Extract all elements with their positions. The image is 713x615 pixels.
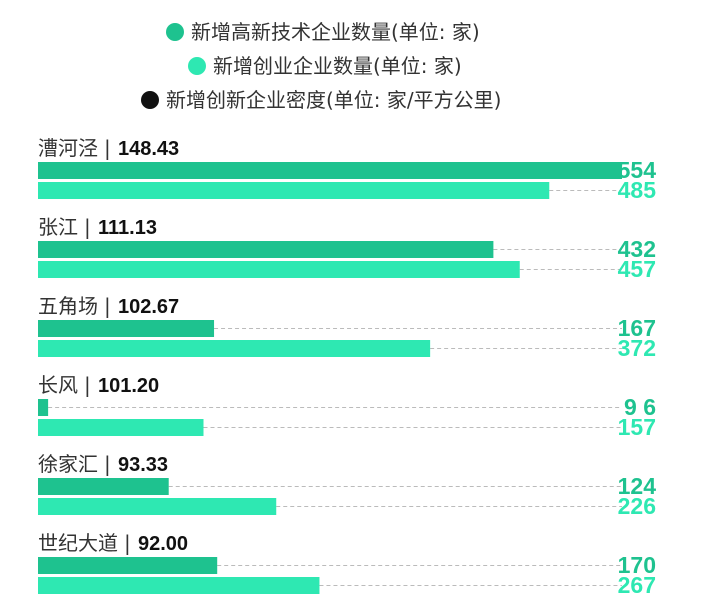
category-label: 张江: [38, 215, 78, 239]
density-value: 93.33: [118, 454, 168, 476]
data-label: 167: [618, 315, 656, 341]
density-value: 101.20: [98, 375, 159, 397]
legend-label-2: 新增创新企业密度(单位: 家/平方公里): [166, 88, 501, 112]
bar-series-1: [38, 419, 204, 436]
bar-series-0: [38, 241, 494, 258]
category-label: 长风: [38, 373, 78, 397]
data-label: 9 6: [624, 394, 656, 420]
category-label: 五角场: [38, 294, 98, 318]
category-label: 徐家汇: [38, 452, 98, 476]
bar-series-0: [38, 320, 215, 337]
bar-series-1: [38, 261, 520, 278]
category-separator: |: [104, 452, 111, 476]
category-separator: |: [104, 136, 111, 160]
bar-series-1: [38, 577, 320, 594]
category-separator: |: [124, 531, 131, 555]
bar-series-0: [38, 399, 49, 416]
bar-series-1: [38, 340, 431, 357]
density-value: 102.67: [118, 296, 179, 318]
legend-marker-1: [188, 57, 206, 75]
legend-label-1: 新增创业企业数量(单位: 家): [213, 54, 462, 78]
data-label: 157: [618, 414, 656, 440]
bar-series-0: [38, 478, 169, 495]
data-label: 226: [618, 493, 656, 519]
data-label: 170: [618, 552, 656, 578]
category-separator: |: [84, 215, 91, 239]
category-label: 漕河泾: [38, 136, 98, 160]
density-value: 92.00: [138, 533, 188, 555]
category-separator: |: [104, 294, 111, 318]
category-separator: |: [84, 373, 91, 397]
data-label: 372: [618, 335, 656, 361]
bar-series-0: [38, 162, 622, 179]
data-label: 267: [618, 572, 656, 598]
bar-series-1: [38, 498, 277, 515]
data-label: 432: [618, 236, 656, 262]
legend-label-0: 新增高新技术企业数量(单位: 家): [191, 20, 480, 44]
density-value: 111.13: [98, 217, 157, 239]
bar-series-1: [38, 182, 550, 199]
data-label: 457: [618, 256, 656, 282]
legend: 新增高新技术企业数量(单位: 家) 新增创业企业数量(单位: 家) 新增创新企业密度…: [141, 20, 501, 112]
legend-marker-2: [141, 91, 159, 109]
legend-marker-0: [166, 23, 184, 41]
category-label: 世纪大道: [38, 531, 118, 555]
data-label: 554: [618, 157, 657, 183]
data-label: 124: [618, 473, 657, 499]
bar-series-0: [38, 557, 218, 574]
density-value: 148.43: [118, 138, 179, 160]
data-label: 485: [618, 177, 657, 203]
